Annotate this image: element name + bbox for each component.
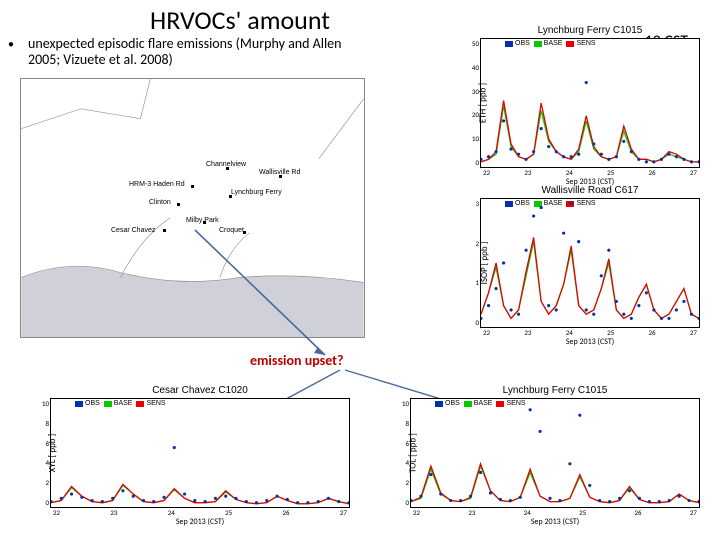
map-point xyxy=(191,185,194,188)
map-label: Cesar Chavez xyxy=(111,227,155,234)
map-label: Croquet xyxy=(219,227,244,234)
chart-title: Wallisville Road C617 xyxy=(481,185,699,196)
y-ticks: 0246810 xyxy=(397,399,409,507)
y-ticks: 0123 xyxy=(467,199,479,327)
x-ticks: 222324252627 xyxy=(51,508,349,517)
plot-svg xyxy=(481,39,699,167)
map-label: Clinton xyxy=(149,199,171,206)
plot-svg xyxy=(481,199,699,327)
map-panel: ChannelviewWallisville RdHRM-3 Haden RdL… xyxy=(20,78,365,338)
map-point xyxy=(163,229,166,232)
x-axis-label: Sep 2013 (CST) xyxy=(481,337,699,347)
bullet-item: • unexpected episodic flare emissions (M… xyxy=(8,36,358,68)
map-point xyxy=(203,221,206,224)
map-point xyxy=(279,175,282,178)
map-label: Lynchburg Ferry xyxy=(231,189,282,196)
map-label: HRM-3 Haden Rd xyxy=(129,181,185,188)
y-ticks: 0246810 xyxy=(37,399,49,507)
bullet-text: unexpected episodic flare emissions (Mur… xyxy=(28,36,358,68)
x-ticks: 222324252627 xyxy=(411,508,699,517)
plot-svg xyxy=(411,399,699,507)
page-title: HRVOCs' amount xyxy=(150,4,330,36)
map-point xyxy=(226,167,229,170)
map-svg xyxy=(21,79,364,337)
bullet-marker: • xyxy=(8,36,14,68)
chart-title: Lynchburg Ferry C1015 xyxy=(481,25,699,36)
x-axis-label: Sep 2013 (CST) xyxy=(51,517,349,527)
emission-upset-label: emission upset? xyxy=(250,352,344,369)
x-ticks: 222324252627 xyxy=(481,168,699,177)
chart-title: Cesar Chavez C1020 xyxy=(51,385,349,396)
x-axis-label: Sep 2013 (CST) xyxy=(411,517,699,527)
plot-svg xyxy=(51,399,349,507)
x-ticks: 222324252627 xyxy=(481,328,699,337)
map-point xyxy=(229,195,232,198)
map-point xyxy=(243,231,246,234)
map-point xyxy=(177,203,180,206)
chart-xyl: Cesar Chavez C1020 OBS BASE SENS XYL [ p… xyxy=(50,398,350,508)
chart-tol: Lynchburg Ferry C1015 OBS BASE SENS TOL … xyxy=(410,398,700,508)
chart-eth: Lynchburg Ferry C1015 OBS BASE SENS ETH … xyxy=(480,38,700,168)
y-ticks: 01020304050 xyxy=(467,39,479,167)
chart-title: Lynchburg Ferry C1015 xyxy=(411,385,699,396)
chart-isop: Wallisville Road C617 OBS BASE SENS ISOP… xyxy=(480,198,700,328)
